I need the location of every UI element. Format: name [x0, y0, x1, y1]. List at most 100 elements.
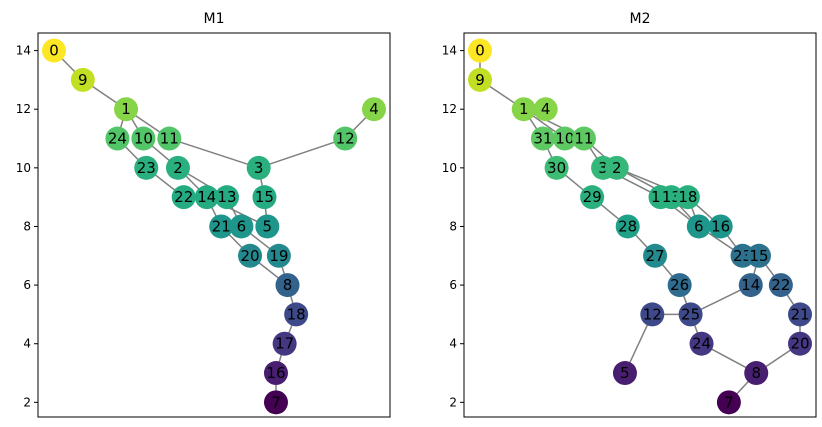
node-label-26: 26 [670, 276, 689, 294]
node-label-0: 0 [49, 42, 59, 60]
node-15 [252, 185, 277, 210]
node-label-16: 16 [266, 364, 285, 382]
node-1 [511, 97, 536, 122]
node-label-13: 13 [662, 188, 681, 206]
node-10 [552, 126, 577, 151]
node-label-31: 31 [533, 130, 552, 148]
node-5 [612, 361, 637, 386]
node-11 [157, 126, 182, 151]
node-0 [468, 38, 492, 63]
panel-title: M2 [630, 11, 651, 27]
node-label-1: 1 [121, 100, 131, 118]
node-6 [686, 214, 711, 239]
node-5 [255, 214, 280, 239]
node-label-5: 5 [620, 364, 630, 382]
node-8 [275, 273, 300, 298]
y-tick-label: 8 [449, 219, 457, 233]
node-label-27: 27 [645, 247, 664, 265]
node-9 [70, 67, 95, 92]
node-label-17: 17 [275, 335, 294, 353]
node-2 [604, 155, 629, 180]
node-label-15: 15 [749, 247, 768, 265]
graph-panel-M2: M224681012140914311011303229191318286162… [442, 11, 817, 418]
node-label-25: 25 [681, 305, 700, 323]
node-label-21: 21 [212, 217, 231, 235]
node-label-22: 22 [771, 276, 790, 294]
node-label-4: 4 [369, 100, 379, 118]
node-3 [246, 155, 271, 180]
node-13 [659, 185, 684, 210]
node-1 [114, 97, 139, 122]
node-10 [131, 126, 156, 151]
node-label-4: 4 [541, 100, 551, 118]
node-23 [134, 155, 159, 180]
node-20 [788, 331, 812, 356]
edge-11-3 [169, 137, 259, 169]
y-tick-label: 2 [23, 395, 31, 409]
node-label-23: 23 [137, 159, 156, 177]
node-label-12: 12 [336, 130, 355, 148]
y-tick-label: 10 [16, 161, 31, 175]
node-label-10: 10 [555, 130, 574, 148]
node-28 [615, 214, 640, 239]
node-label-6: 6 [237, 217, 247, 235]
node-22 [768, 273, 793, 298]
node-16 [263, 361, 288, 386]
node-22 [171, 185, 196, 210]
node-label-14: 14 [741, 276, 760, 294]
node-label-18: 18 [678, 188, 697, 206]
node-18 [284, 302, 309, 327]
node-label-30: 30 [547, 159, 566, 177]
node-label-13: 13 [217, 188, 236, 206]
y-tick-label: 12 [442, 102, 457, 116]
node-17 [272, 331, 297, 356]
axes-frame [463, 32, 817, 418]
node-label-1: 1 [519, 100, 529, 118]
node-label-16: 16 [711, 217, 730, 235]
node-label-23: 23 [733, 247, 752, 265]
y-tick-label: 14 [16, 44, 31, 58]
node-4 [362, 97, 386, 122]
node-20 [238, 243, 263, 268]
y-tick-label: 6 [23, 278, 31, 292]
node-12 [640, 302, 665, 327]
y-tick-label: 4 [23, 337, 31, 351]
node-24 [105, 126, 130, 151]
node-label-6: 6 [694, 217, 704, 235]
node-label-8: 8 [283, 276, 293, 294]
panel-title: M1 [204, 11, 225, 27]
y-tick-label: 14 [442, 44, 457, 58]
node-label-12: 12 [643, 305, 662, 323]
node-label-10: 10 [134, 130, 153, 148]
node-label-28: 28 [618, 217, 637, 235]
node-label-11: 11 [574, 130, 593, 148]
node-9 [468, 67, 492, 92]
node-11 [571, 126, 596, 151]
edge-3-12 [258, 137, 346, 169]
node-25 [678, 302, 703, 327]
node-8 [744, 361, 769, 386]
node-30 [544, 155, 569, 180]
node-label-3: 3 [254, 159, 264, 177]
node-0 [42, 38, 66, 63]
node-label-20: 20 [790, 335, 809, 353]
node-6 [229, 214, 254, 239]
node-23 [730, 243, 755, 268]
node-label-2: 2 [173, 159, 183, 177]
node-label-7: 7 [724, 393, 734, 411]
node-label-3: 3 [598, 159, 608, 177]
node-label-8: 8 [751, 364, 761, 382]
node-12 [333, 126, 358, 151]
node-16 [708, 214, 733, 239]
y-tick-label: 6 [449, 278, 457, 292]
node-label-5: 5 [263, 217, 273, 235]
node-label-14: 14 [197, 188, 216, 206]
y-tick-label: 2 [449, 395, 457, 409]
node-label-11: 11 [160, 130, 179, 148]
node-4 [533, 97, 558, 122]
node-label-18: 18 [287, 305, 306, 323]
y-tick-label: 10 [442, 161, 457, 175]
node-18 [675, 185, 700, 210]
